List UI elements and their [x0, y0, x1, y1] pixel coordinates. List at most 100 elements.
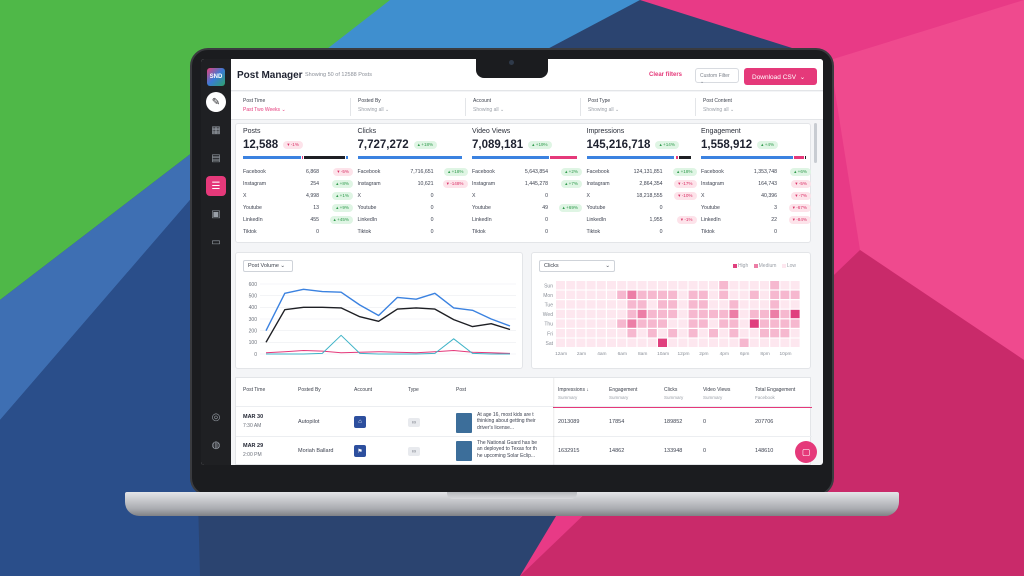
heatmap-cell[interactable]: [760, 319, 769, 328]
heatmap-cell[interactable]: [678, 290, 688, 299]
heatmap-cell[interactable]: [658, 329, 667, 338]
heatmap-cell[interactable]: [698, 329, 708, 338]
col-post-time[interactable]: Post Time: [243, 387, 266, 393]
heatmap-cell[interactable]: [566, 290, 576, 299]
heatmap-cell[interactable]: [658, 338, 667, 347]
post-volume-dropdown[interactable]: Post Volume ⌄: [243, 260, 293, 272]
heatmap-cell[interactable]: [749, 309, 759, 319]
heatmap-cell[interactable]: [668, 309, 678, 319]
heatmap-cell[interactable]: [668, 338, 678, 347]
heatmap-cell[interactable]: [790, 290, 800, 299]
heatmap-cell[interactable]: [709, 319, 718, 328]
heatmap-cell[interactable]: [709, 300, 718, 309]
heatmap-cell[interactable]: [688, 319, 698, 328]
heatmap-cell[interactable]: [760, 309, 769, 319]
heatmap-cell[interactable]: [749, 281, 759, 290]
heatmap-cell[interactable]: [647, 309, 657, 319]
heatmap-cell[interactable]: [770, 319, 780, 328]
heatmap-cell[interactable]: [596, 309, 606, 319]
col-impressions[interactable]: Impressions ↓ Summary: [558, 387, 589, 400]
heatmap-cell[interactable]: [698, 300, 708, 309]
clear-filters-button[interactable]: Clear filters: [649, 72, 683, 78]
heatmap-cell[interactable]: [637, 338, 647, 347]
heatmap-cell[interactable]: [760, 281, 769, 290]
heatmap-cell[interactable]: [596, 290, 606, 299]
heatmap-cell[interactable]: [770, 338, 780, 347]
heatmap-cell[interactable]: [556, 309, 565, 319]
heatmap-cell[interactable]: [780, 319, 790, 328]
heatmap-cell[interactable]: [688, 309, 698, 319]
heatmap-cell[interactable]: [556, 300, 565, 309]
filter-post-time[interactable]: Post Time Past Two Weeks ⌄: [237, 98, 351, 116]
heatmap-cell[interactable]: [749, 319, 759, 328]
heatmap-cell[interactable]: [658, 300, 667, 309]
compose-icon[interactable]: ✎: [206, 92, 226, 112]
heatmap-cell[interactable]: [678, 329, 688, 338]
heatmap-cell[interactable]: [760, 329, 769, 338]
heatmap-cell[interactable]: [760, 300, 769, 309]
post-preview[interactable]: At age 16, most kids are t thinking abou…: [477, 412, 536, 431]
post-preview[interactable]: The National Guard has be an deployed to…: [477, 440, 538, 459]
filter-post-content[interactable]: Post Content Showing all ⌄: [697, 98, 811, 116]
heatmap-cell[interactable]: [658, 319, 667, 328]
heatmap-cell[interactable]: [637, 290, 647, 299]
heatmap-cell[interactable]: [647, 281, 657, 290]
heatmap-cell[interactable]: [688, 290, 698, 299]
heatmap-cell[interactable]: [627, 309, 637, 319]
heatmap-cell[interactable]: [739, 290, 749, 299]
heatmap-cell[interactable]: [770, 309, 780, 319]
heatmap-metric-dropdown[interactable]: Clicks ⌄: [539, 260, 615, 272]
heatmap-cell[interactable]: [617, 281, 627, 290]
col-post[interactable]: Post: [456, 387, 467, 393]
heatmap-cell[interactable]: [698, 319, 708, 328]
heatmap-cell[interactable]: [719, 309, 729, 319]
heatmap-cell[interactable]: [770, 329, 780, 338]
heatmap-cell[interactable]: [678, 309, 688, 319]
heatmap-cell[interactable]: [576, 338, 586, 347]
heatmap-cell[interactable]: [688, 281, 698, 290]
heatmap-cell[interactable]: [668, 329, 678, 338]
heatmap-cell[interactable]: [607, 309, 616, 319]
heatmap-cell[interactable]: [647, 290, 657, 299]
heatmap-cell[interactable]: [607, 338, 616, 347]
heatmap-cell[interactable]: [780, 309, 790, 319]
heatmap-cell[interactable]: [658, 309, 667, 319]
heatmap-cell[interactable]: [678, 281, 688, 290]
heatmap-cell[interactable]: [566, 319, 576, 328]
help-icon[interactable]: ◍: [211, 439, 221, 451]
chat-icon[interactable]: ▢: [795, 441, 817, 463]
heatmap-cell[interactable]: [586, 319, 596, 328]
heatmap-cell[interactable]: [607, 319, 616, 328]
heatmap-cell[interactable]: [647, 338, 657, 347]
heatmap-cell[interactable]: [739, 338, 749, 347]
col-engagement[interactable]: Engagement Summary: [609, 387, 638, 400]
heatmap-cell[interactable]: [566, 309, 576, 319]
heatmap-cell[interactable]: [596, 338, 606, 347]
heatmap-cell[interactable]: [790, 309, 800, 319]
heatmap-cell[interactable]: [760, 338, 769, 347]
heatmap-cell[interactable]: [719, 290, 729, 299]
heatmap-cell[interactable]: [749, 338, 759, 347]
heatmap-cell[interactable]: [790, 338, 800, 347]
heatmap-cell[interactable]: [749, 300, 759, 309]
heatmap-cell[interactable]: [556, 281, 565, 290]
heatmap-cell[interactable]: [668, 281, 678, 290]
heatmap-cell[interactable]: [556, 329, 565, 338]
heatmap-cell[interactable]: [709, 338, 718, 347]
heatmap-cell[interactable]: [566, 281, 576, 290]
heatmap-cell[interactable]: [719, 300, 729, 309]
heatmap-cell[interactable]: [586, 309, 596, 319]
heatmap-cell[interactable]: [698, 309, 708, 319]
heatmap-cell[interactable]: [780, 281, 790, 290]
heatmap-cell[interactable]: [586, 329, 596, 338]
heatmap-cell[interactable]: [688, 300, 698, 309]
heatmap-cell[interactable]: [780, 300, 790, 309]
monitor-icon[interactable]: ▭: [211, 236, 221, 248]
heatmap-cell[interactable]: [586, 300, 596, 309]
heatmap-cell[interactable]: [729, 319, 739, 328]
scrollbar[interactable]: [814, 123, 817, 163]
col-account[interactable]: Account: [354, 387, 373, 393]
heatmap-cell[interactable]: [770, 300, 780, 309]
heatmap-cell[interactable]: [637, 281, 647, 290]
heatmap-cell[interactable]: [627, 338, 637, 347]
